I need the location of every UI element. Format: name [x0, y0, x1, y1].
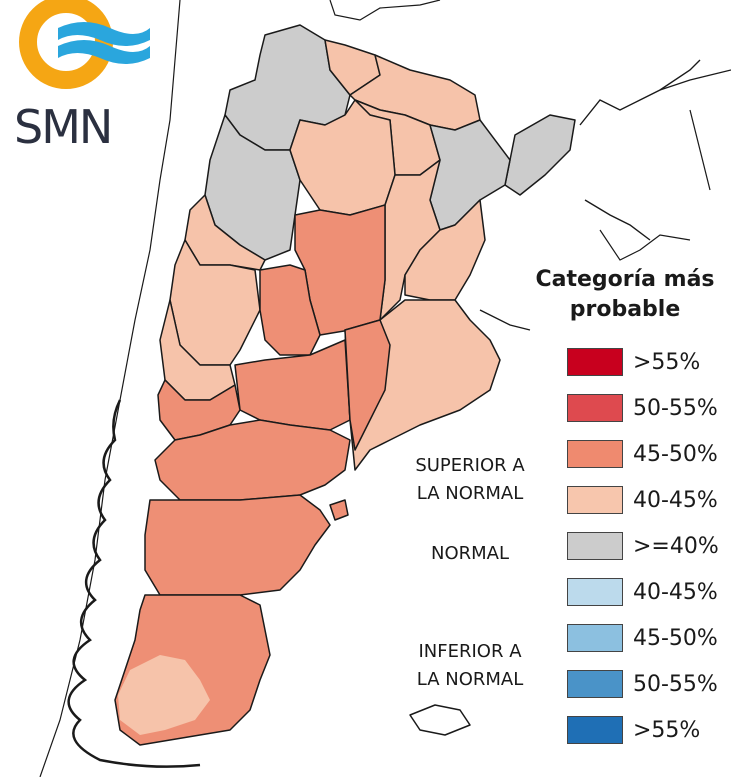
group-inferior: INFERIOR A LA NORMAL — [395, 638, 545, 694]
legend-title-line2: probable — [569, 297, 681, 322]
province-san-juan — [169, 239, 261, 366]
province-rio-negro — [154, 419, 351, 501]
legend-item: >55% — [567, 713, 700, 747]
legend-item: 40-45% — [567, 483, 718, 517]
legend-item: 45-50% — [567, 621, 718, 655]
logo-ring — [19, 0, 113, 89]
logo-text: SMN — [14, 100, 113, 154]
logo-wave-2 — [58, 40, 150, 64]
legend-label: >55% — [633, 349, 701, 375]
legend-item: 50-55% — [567, 391, 718, 425]
province-buenos-aires-west — [344, 319, 391, 451]
legend-item: 40-45% — [567, 575, 718, 609]
legend-item: >55% — [567, 345, 700, 379]
legend-label: 45-50% — [633, 441, 718, 467]
peninsula-valdes — [329, 499, 349, 521]
legend-label: 45-50% — [633, 625, 718, 651]
legend-item: >=40% — [567, 529, 719, 563]
legend-swatch — [567, 394, 623, 422]
group-superior-line1: SUPERIOR A — [415, 455, 525, 476]
legend-swatch — [567, 578, 623, 606]
legend-title-line1: Categoría más — [535, 267, 715, 292]
province-chubut — [144, 494, 331, 596]
legend-label: 50-55% — [633, 671, 718, 697]
santa-cruz-south-light — [118, 655, 210, 735]
legend-swatch — [567, 440, 623, 468]
group-superior-line2: LA NORMAL — [416, 483, 524, 504]
legend-label: 50-55% — [633, 395, 718, 421]
group-normal: NORMAL — [395, 540, 545, 568]
legend-swatch — [567, 532, 623, 560]
legend-label: 40-45% — [633, 579, 718, 605]
legend-label: 40-45% — [633, 487, 718, 513]
legend-swatch — [567, 624, 623, 652]
group-superior: SUPERIOR A LA NORMAL — [395, 452, 545, 508]
uruguay-brazil-lines — [479, 59, 701, 331]
legend-swatch — [567, 486, 623, 514]
chile-coast — [67, 399, 201, 768]
legend-swatch — [567, 670, 623, 698]
group-normal-line1: NORMAL — [430, 543, 509, 564]
legend-label: >55% — [633, 717, 701, 743]
province-misiones — [504, 114, 576, 196]
group-inferior-line2: LA NORMAL — [416, 669, 524, 690]
tierra-del-fuego — [409, 704, 471, 736]
legend-swatch — [567, 716, 623, 744]
legend-item: 45-50% — [567, 437, 718, 471]
provinces — [114, 24, 576, 746]
smn-logo — [19, 0, 150, 89]
province-la-pampa — [234, 339, 351, 431]
legend-swatch — [567, 348, 623, 376]
legend-item: 50-55% — [567, 667, 718, 701]
logo-wave-1 — [58, 22, 150, 46]
province-san-luis — [259, 264, 321, 356]
legend-title: Categoría más probable — [520, 265, 730, 325]
group-inferior-line1: INFERIOR A — [418, 641, 522, 662]
legend-label: >=40% — [633, 533, 719, 559]
